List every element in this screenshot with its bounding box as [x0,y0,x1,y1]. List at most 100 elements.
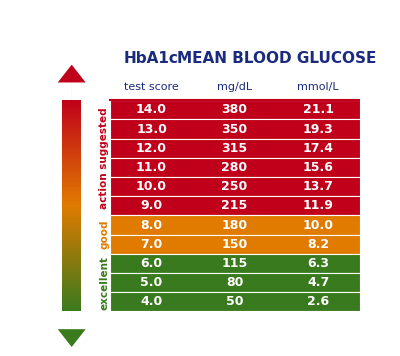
Bar [62,196,81,197]
Bar [62,214,81,215]
Text: 15.6: 15.6 [303,161,334,174]
Bar [62,195,81,196]
Bar [62,270,81,271]
FancyArrow shape [58,65,86,100]
Bar [62,310,81,312]
Bar [62,193,81,194]
Bar [62,307,81,308]
Text: good: good [99,220,109,249]
Bar [62,145,81,147]
Bar [62,169,81,170]
Bar [62,212,81,213]
Bar [62,130,81,131]
Bar [110,120,360,139]
Text: 13.0: 13.0 [136,122,167,136]
Bar [62,242,81,244]
Bar [62,154,81,155]
Bar [62,285,81,286]
Bar [62,273,81,274]
Bar [62,274,81,276]
Bar [62,200,81,201]
Bar [62,188,81,189]
Bar [62,102,81,104]
Bar [62,271,81,272]
Text: 380: 380 [222,103,248,116]
Bar [62,239,81,241]
Bar [62,256,81,257]
Bar [62,250,81,251]
Bar [62,297,81,299]
Bar [62,118,81,119]
Text: 12.0: 12.0 [136,142,167,155]
Bar [62,187,81,188]
Bar [62,290,81,291]
Bar [62,237,81,239]
Bar [62,309,81,310]
Bar [62,306,81,307]
Bar [62,211,81,212]
Bar [62,106,81,108]
Bar [62,125,81,127]
Bar [62,162,81,164]
Bar [62,153,81,154]
Bar [62,147,81,149]
Bar [62,234,81,235]
Text: 7.0: 7.0 [140,238,163,251]
Bar [62,253,81,255]
Bar [62,276,81,278]
Bar [62,156,81,157]
Bar [110,138,360,158]
Bar [62,135,81,136]
Bar [62,247,81,248]
Bar [62,168,81,169]
Bar [62,176,81,177]
Text: 350: 350 [221,122,248,136]
Text: 315: 315 [221,142,248,155]
Bar [62,220,81,222]
Bar [62,232,81,233]
Bar [62,127,81,129]
Bar [110,215,360,235]
Bar [62,206,81,208]
Bar [62,117,81,118]
Bar [62,260,81,261]
Text: HbA1c: HbA1c [124,51,179,66]
Bar [62,308,81,309]
Bar [62,155,81,156]
Bar [62,171,81,172]
Bar [62,142,81,143]
Bar [62,132,81,133]
Bar [62,219,81,221]
Bar [62,160,81,162]
Bar [62,164,81,166]
Bar [110,177,360,196]
Bar [62,228,81,229]
Bar [62,262,81,264]
Text: MEAN BLOOD GLUCOSE: MEAN BLOOD GLUCOSE [177,51,376,66]
Text: 4.0: 4.0 [140,295,163,308]
Bar [62,213,81,214]
Bar [62,140,81,141]
Bar [62,201,81,203]
Bar [62,158,81,159]
Bar [62,289,81,290]
Text: action suggested: action suggested [99,107,109,209]
Bar [62,227,81,228]
Bar [62,177,81,178]
Bar [62,109,81,110]
Bar [62,217,81,219]
Bar [62,101,81,103]
Bar [62,295,81,297]
Bar [62,261,81,262]
Bar [62,252,81,253]
Bar [110,100,360,120]
Text: 14.0: 14.0 [136,103,167,116]
Bar [62,229,81,230]
Bar [62,151,81,152]
Bar [62,298,81,300]
Bar [62,235,81,236]
Bar [62,121,81,122]
Bar [62,161,81,163]
Bar [62,144,81,146]
Bar [62,100,81,101]
